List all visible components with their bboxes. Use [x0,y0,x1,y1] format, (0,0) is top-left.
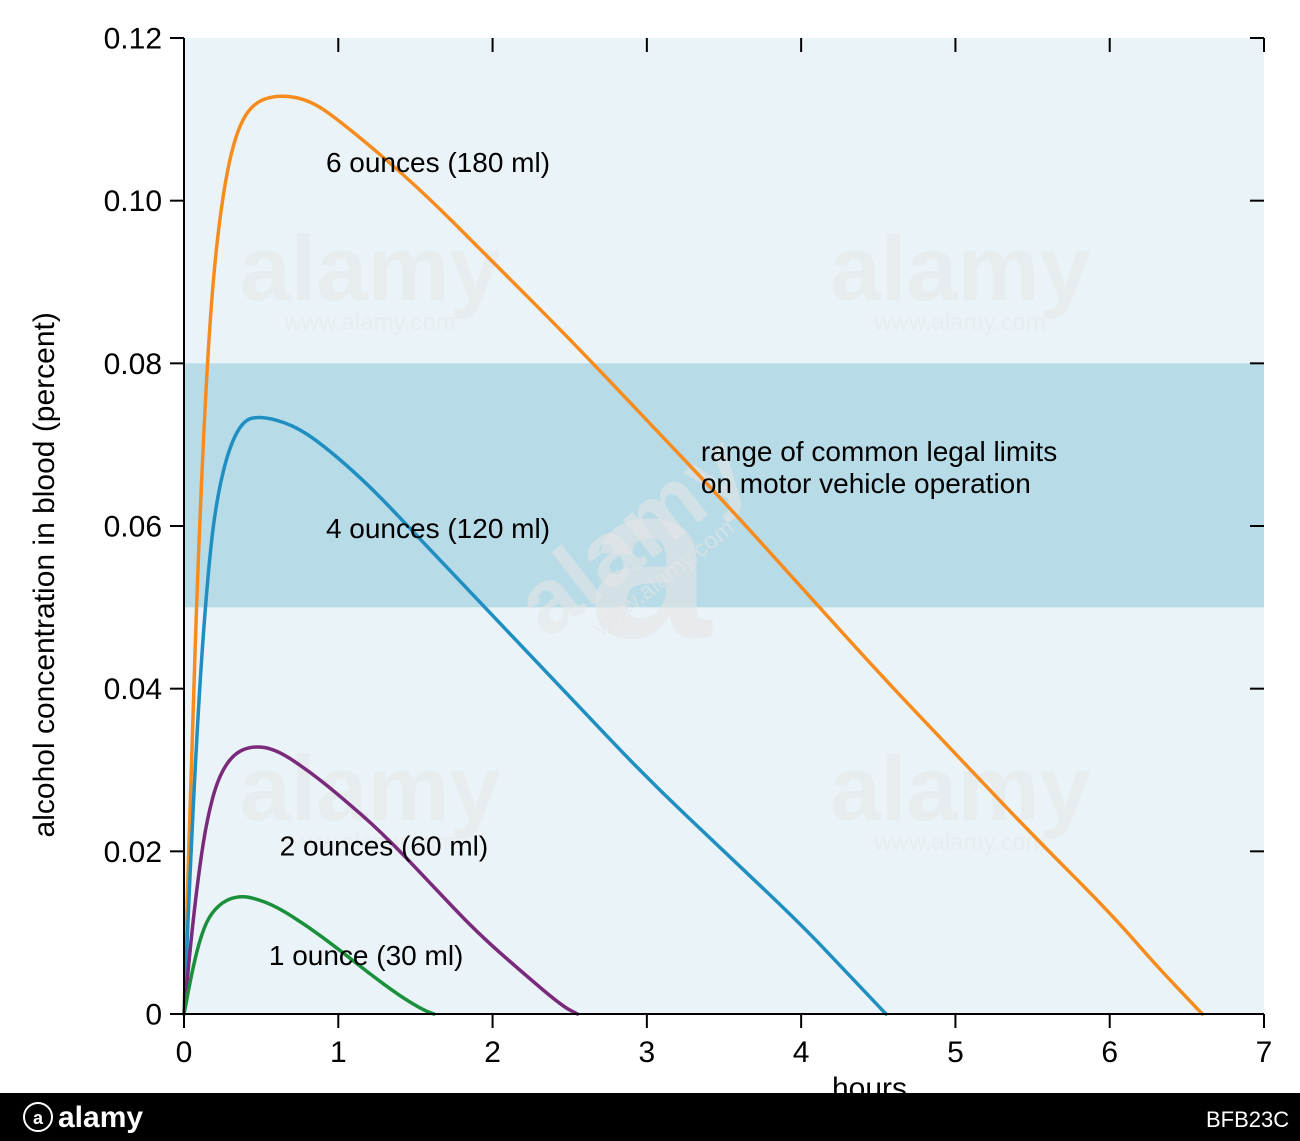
x-tick-label: 4 [793,1036,810,1069]
watermark-alamy: alamywww.alamy.com [240,218,501,336]
y-tick-label: 0.02 [104,836,162,869]
chart-frame: aalamywww.alamy.comalamywww.alamy.comala… [0,0,1300,1141]
alamy-logo-text: alamy [58,1101,143,1134]
svg-text:alamy: alamy [240,218,501,320]
series-label-s4: 4 ounces (120 ml) [326,513,550,544]
x-tick-label: 6 [1101,1036,1118,1069]
legal-band-label: range of common legal limitson motor veh… [701,436,1057,499]
y-tick-label: 0.10 [104,185,162,218]
y-axis-label: alcohol concentration in blood (percent) [28,312,61,837]
watermark-alamy: alamywww.alamy.com [830,218,1091,336]
watermark-alamy: alamywww.alamy.com [830,738,1091,856]
x-tick-label: 2 [484,1036,501,1069]
svg-text:www.alamy.com: www.alamy.com [873,829,1046,856]
series-label-s1: 1 ounce (30 ml) [269,940,464,971]
y-tick-label: 0.12 [104,23,162,56]
image-code: BFB23C [1206,1107,1289,1132]
y-tick-label: 0 [145,999,162,1032]
x-tick-label: 7 [1256,1036,1273,1069]
svg-text:www.alamy.com: www.alamy.com [283,309,456,336]
x-tick-label: 3 [639,1036,656,1069]
alamy-logo-a: a [33,1108,44,1128]
bottom-bar [0,1093,1300,1141]
svg-text:alamy: alamy [830,218,1091,320]
x-tick-label: 1 [330,1036,347,1069]
series-label-s6: 6 ounces (180 ml) [326,147,550,178]
y-tick-label: 0.08 [104,348,162,381]
series-label-s2: 2 ounces (60 ml) [280,830,489,861]
svg-text:alamy: alamy [830,738,1091,840]
y-tick-label: 0.06 [104,511,162,544]
y-tick-label: 0.04 [104,673,162,706]
svg-text:www.alamy.com: www.alamy.com [873,309,1046,336]
x-tick-label: 5 [947,1036,964,1069]
x-tick-label: 0 [176,1036,193,1069]
chart-svg: aalamywww.alamy.comalamywww.alamy.comala… [0,0,1300,1141]
